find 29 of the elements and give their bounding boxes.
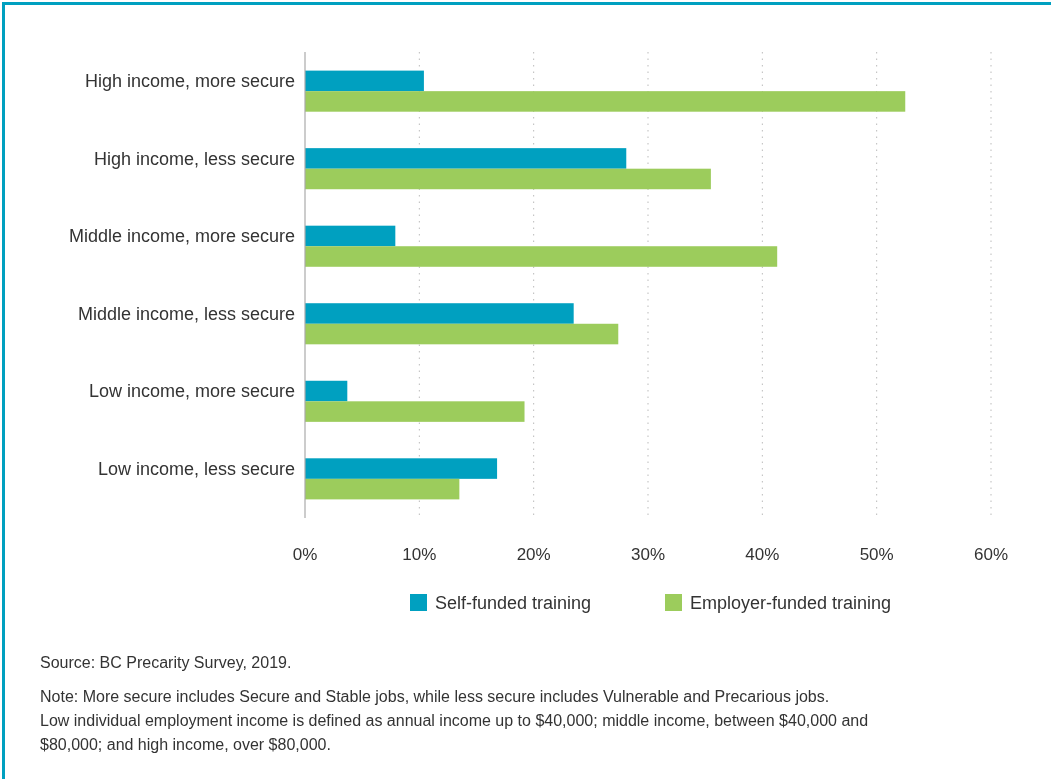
y-tick-label: High income, less secure <box>93 148 295 169</box>
y-tick-label: High income, more secure <box>84 71 295 92</box>
bar <box>305 225 396 247</box>
bar <box>305 168 711 190</box>
bar <box>305 458 498 479</box>
x-tick-label: 50% <box>859 545 894 564</box>
bar <box>305 380 348 402</box>
x-tick-label: 60% <box>973 545 1009 564</box>
bar <box>305 91 906 112</box>
y-tick-label: Low income, more secure <box>88 381 295 402</box>
bar <box>305 148 627 169</box>
y-tick-label: Low income, less secure <box>97 458 295 479</box>
text: Note: More secure includes Secure and Stable jobs, while less secure includes Vulnerable and Precarious jobs. Low individual employment income is defined as annual income up to $40,000; middle income, between $40,000 and $80,000; and high income, over $80,000. <box>40 688 869 753</box>
x-tick-label: 20% <box>516 545 551 564</box>
bar <box>305 246 778 267</box>
bar <box>305 323 619 345</box>
x-tick-label: 30% <box>630 545 666 564</box>
y-tick-label: Middle income, less secure <box>77 303 295 324</box>
x-tick-label: 40% <box>745 545 780 564</box>
legend-label: Self-funded training <box>435 593 592 613</box>
legend-label: Employer-funded training <box>690 593 892 613</box>
bar <box>305 303 574 324</box>
bar <box>305 478 460 500</box>
x-tick-label: 10% <box>402 545 437 564</box>
bar <box>305 70 424 92</box>
x-tick-label: 0% <box>292 545 318 564</box>
source-note: Source: BC Precarity Survey, 2019. <box>40 654 292 671</box>
y-tick-label: Middle income, more secure <box>68 226 295 247</box>
bar <box>305 401 525 422</box>
